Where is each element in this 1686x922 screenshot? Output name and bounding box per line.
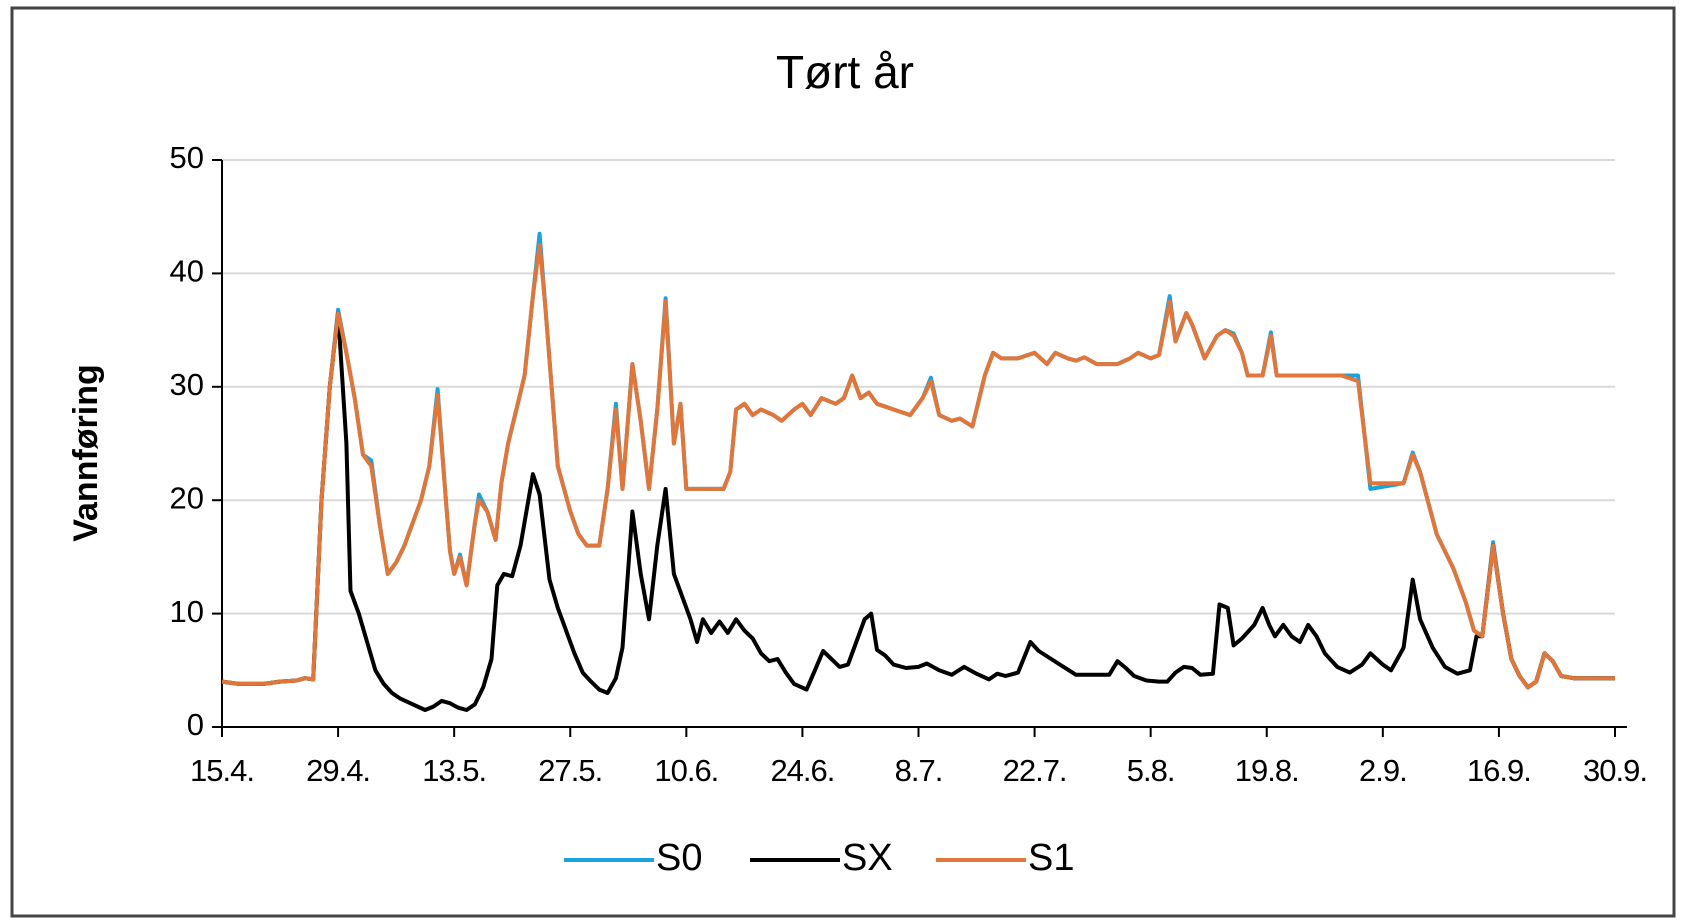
chart-border [10, 6, 1676, 918]
x-tick-label: 19.8. [1235, 753, 1299, 788]
y-tick-label: 0 [187, 707, 204, 742]
x-tick-label: 13.5. [422, 753, 486, 788]
y-tick-label: 40 [170, 254, 204, 289]
x-tick-label: 8.7. [895, 753, 943, 788]
legend-label: S1 [1028, 837, 1074, 879]
x-tick-label: 16.9. [1467, 753, 1531, 788]
chart-title: Tørt år [776, 46, 914, 98]
x-tick-label: 22.7. [1003, 753, 1067, 788]
x-tick-label: 30.9. [1583, 753, 1647, 788]
series-line [221, 243, 1615, 690]
x-tick-label: 24.6. [770, 753, 834, 788]
series-line [221, 311, 1615, 712]
legend-label: SX [842, 837, 893, 879]
y-tick-label: 20 [170, 480, 204, 515]
y-tick-label: 30 [170, 367, 204, 402]
x-tick-label: 10.6. [654, 753, 718, 788]
x-tick-label: 27.5. [538, 753, 602, 788]
x-tick-label: 15.4. [190, 753, 254, 788]
x-tick-label: 5.8. [1127, 753, 1175, 788]
legend-label: S0 [656, 837, 702, 879]
y-tick-label: 10 [170, 594, 204, 629]
x-tick-label: 29.4. [306, 753, 370, 788]
x-tick-label: 2.9. [1359, 753, 1407, 788]
y-axis-label: Vannføring [67, 364, 105, 542]
y-tick-label: 50 [170, 140, 204, 175]
